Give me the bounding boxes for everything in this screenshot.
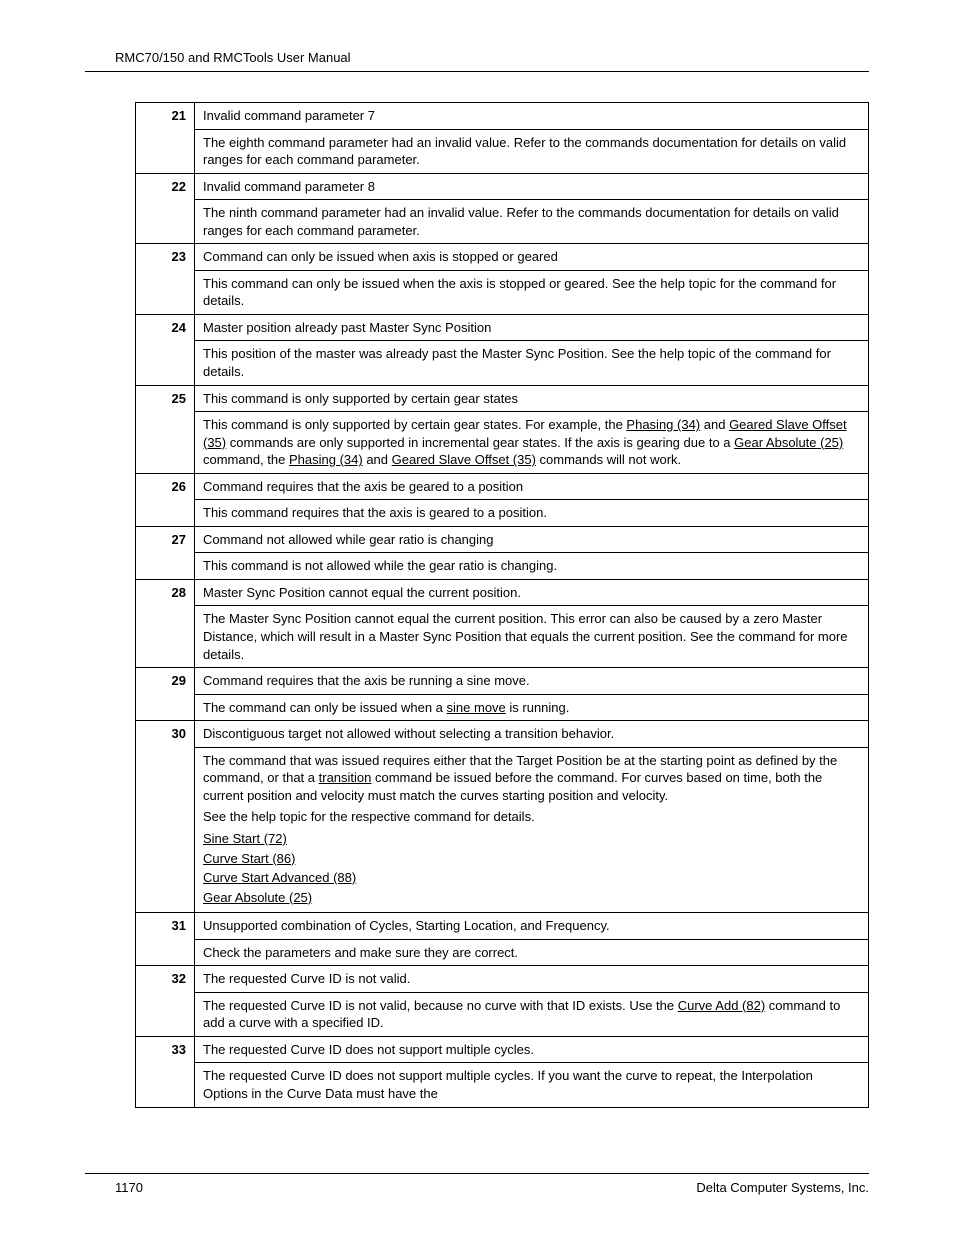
error-code: 23 bbox=[136, 244, 195, 315]
page-header: RMC70/150 and RMCTools User Manual bbox=[85, 50, 869, 72]
error-code: 21 bbox=[136, 103, 195, 174]
error-title: Discontiguous target not allowed without… bbox=[195, 721, 869, 748]
error-title: Invalid command parameter 8 bbox=[195, 173, 869, 200]
error-description: The Master Sync Position cannot equal th… bbox=[195, 606, 869, 668]
error-description: The command that was issued requires eit… bbox=[195, 747, 869, 912]
error-description: The requested Curve ID does not support … bbox=[195, 1063, 869, 1107]
error-description: This position of the master was already … bbox=[195, 341, 869, 385]
error-code: 24 bbox=[136, 314, 195, 385]
inline-link[interactable]: sine move bbox=[447, 700, 506, 715]
error-code: 26 bbox=[136, 473, 195, 526]
content: 21Invalid command parameter 7The eighth … bbox=[135, 102, 869, 1108]
error-description: The command can only be issued when a si… bbox=[195, 694, 869, 721]
inline-link[interactable]: Gear Absolute (25) bbox=[734, 435, 843, 450]
error-description: Check the parameters and make sure they … bbox=[195, 939, 869, 966]
error-title: Command requires that the axis be geared… bbox=[195, 473, 869, 500]
inline-link[interactable]: Phasing (34) bbox=[626, 417, 700, 432]
command-link[interactable]: Gear Absolute (25) bbox=[203, 890, 312, 905]
company-name: Delta Computer Systems, Inc. bbox=[696, 1180, 869, 1195]
error-code: 27 bbox=[136, 526, 195, 579]
error-title: Command can only be issued when axis is … bbox=[195, 244, 869, 271]
error-code: 31 bbox=[136, 913, 195, 966]
error-description: This command can only be issued when the… bbox=[195, 270, 869, 314]
error-title: This command is only supported by certai… bbox=[195, 385, 869, 412]
error-table: 21Invalid command parameter 7The eighth … bbox=[135, 102, 869, 1108]
error-code: 28 bbox=[136, 579, 195, 667]
page: RMC70/150 and RMCTools User Manual 21Inv… bbox=[0, 0, 954, 1235]
inline-link[interactable]: Phasing (34) bbox=[289, 452, 363, 467]
error-title: Command not allowed while gear ratio is … bbox=[195, 526, 869, 553]
error-description: The requested Curve ID is not valid, bec… bbox=[195, 992, 869, 1036]
inline-link[interactable]: Geared Slave Offset (35) bbox=[392, 452, 536, 467]
error-title: Master position already past Master Sync… bbox=[195, 314, 869, 341]
error-code: 29 bbox=[136, 668, 195, 721]
inline-link[interactable]: Curve Add (82) bbox=[678, 998, 765, 1013]
error-description: This command requires that the axis is g… bbox=[195, 500, 869, 527]
extra-text-line: See the help topic for the respective co… bbox=[203, 808, 860, 826]
error-description: The eighth command parameter had an inva… bbox=[195, 129, 869, 173]
command-link[interactable]: Sine Start (72) bbox=[203, 831, 287, 846]
error-title: Invalid command parameter 7 bbox=[195, 103, 869, 130]
command-link[interactable]: Curve Start Advanced (88) bbox=[203, 870, 356, 885]
error-code: 32 bbox=[136, 966, 195, 1037]
page-footer: 1170 Delta Computer Systems, Inc. bbox=[85, 1173, 869, 1195]
page-number: 1170 bbox=[85, 1180, 143, 1195]
inline-link[interactable]: transition bbox=[319, 770, 372, 785]
error-title: Unsupported combination of Cycles, Start… bbox=[195, 913, 869, 940]
error-description: This command is only supported by certai… bbox=[195, 412, 869, 474]
error-code: 22 bbox=[136, 173, 195, 244]
error-code: 25 bbox=[136, 385, 195, 473]
error-title: Master Sync Position cannot equal the cu… bbox=[195, 579, 869, 606]
error-description: This command is not allowed while the ge… bbox=[195, 553, 869, 580]
error-title: Command requires that the axis be runnin… bbox=[195, 668, 869, 695]
error-code: 30 bbox=[136, 721, 195, 913]
error-title: The requested Curve ID is not valid. bbox=[195, 966, 869, 993]
error-description: The ninth command parameter had an inval… bbox=[195, 200, 869, 244]
command-link[interactable]: Curve Start (86) bbox=[203, 851, 295, 866]
error-code: 33 bbox=[136, 1036, 195, 1107]
error-title: The requested Curve ID does not support … bbox=[195, 1036, 869, 1063]
